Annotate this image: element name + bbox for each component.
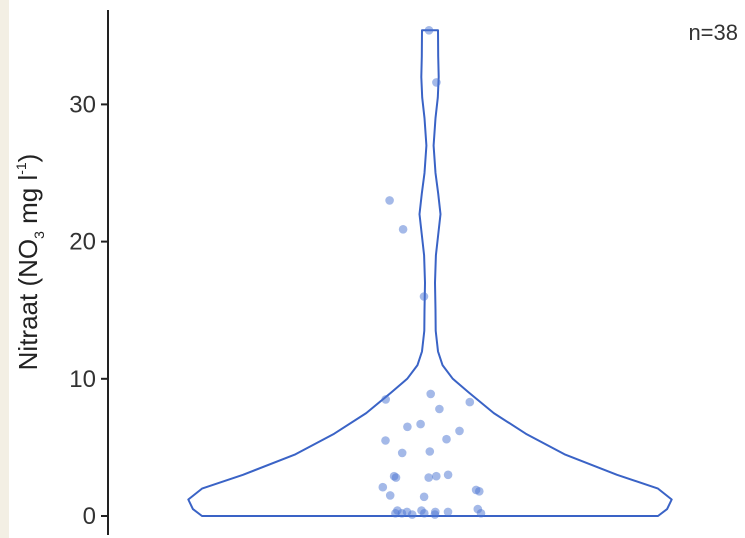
- data-point: [408, 510, 417, 519]
- data-point: [455, 427, 464, 436]
- data-point: [424, 473, 433, 482]
- data-point: [477, 509, 486, 518]
- sample-size-label: n=38: [688, 20, 738, 45]
- data-point: [432, 78, 441, 87]
- violin-group: [188, 30, 671, 516]
- data-point: [431, 510, 440, 519]
- data-point: [398, 449, 407, 458]
- data-point: [385, 196, 394, 205]
- data-point: [442, 435, 451, 444]
- data-point: [444, 508, 453, 517]
- data-point: [381, 436, 390, 445]
- data-point: [381, 395, 390, 404]
- data-point: [416, 420, 425, 429]
- data-point: [392, 473, 401, 482]
- data-point: [420, 493, 429, 502]
- data-point: [444, 471, 453, 480]
- data-point: [420, 509, 429, 518]
- violin-outline: [188, 30, 671, 516]
- data-point: [398, 509, 407, 518]
- data-point: [426, 447, 435, 456]
- data-point: [420, 292, 429, 301]
- y-axis-title: Nitraat (NO3 mg l-1): [13, 154, 47, 371]
- data-points: [379, 26, 486, 519]
- data-point: [475, 487, 484, 496]
- y-tick-label-10: 10: [69, 366, 96, 393]
- y-axis: 0 10 20 30: [69, 10, 108, 535]
- data-point: [379, 483, 388, 492]
- y-tick-label-20: 20: [69, 229, 96, 256]
- y-tick-label-0: 0: [83, 503, 96, 530]
- data-point: [426, 390, 435, 399]
- data-point: [386, 491, 395, 500]
- data-point: [403, 423, 412, 432]
- y-tick-label-30: 30: [69, 91, 96, 118]
- data-point: [435, 405, 444, 414]
- data-point: [399, 225, 408, 234]
- data-point: [466, 398, 475, 407]
- data-point: [432, 472, 441, 481]
- data-point: [425, 26, 434, 35]
